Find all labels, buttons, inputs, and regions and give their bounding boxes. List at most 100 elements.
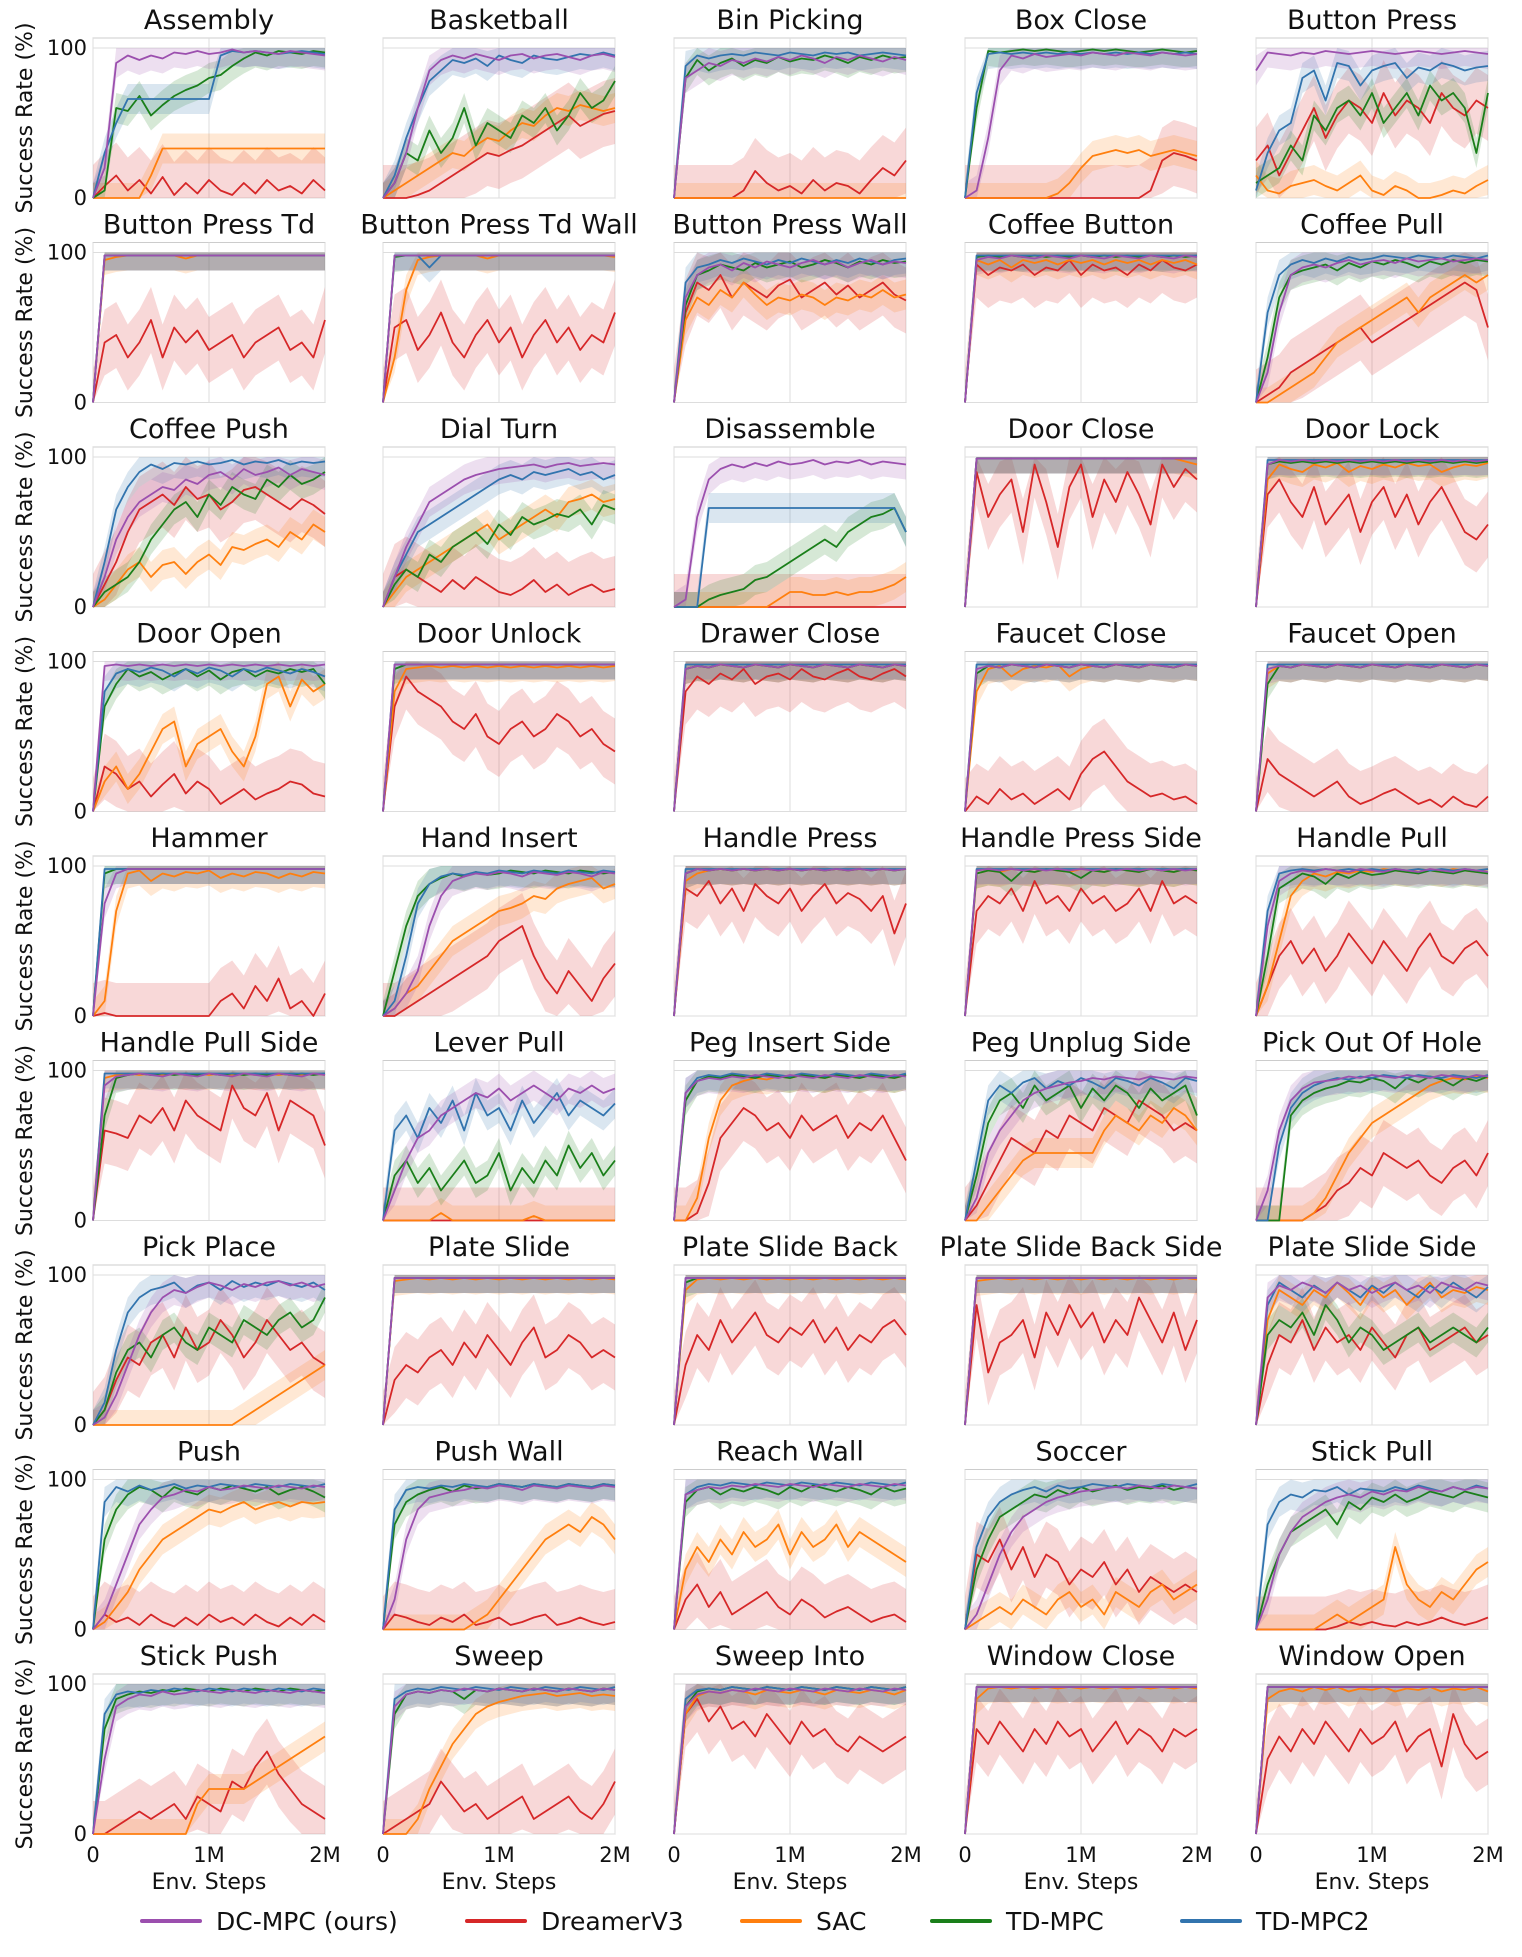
subplot-plate-slide-side: Plate Slide Side [1255,1232,1489,1426]
subplot-handle-pull-side: Handle Pull Side 0 100 Success Rate (%) [13,1028,326,1236]
confidence-band-dreamerv3 [93,945,325,1016]
series-line-td-mpc2 [1255,868,1489,1017]
subplot-sweep: Sweep 0 1M 2M Env. Steps [376,1641,630,1895]
subplot-title: Faucet Close [996,619,1167,650]
legend-label: TD-MPC2 [1256,1906,1370,1936]
y-tick-label: 100 [47,241,87,265]
series-line-dreamerv3 [92,1084,326,1221]
confidence-band-sac [1256,661,1488,812]
subplot-dial-turn: Dial Turn [382,414,616,608]
confidence-band-td-mpc [965,48,1197,198]
subplot-title: Faucet Open [1287,619,1456,650]
subplot-title: Assembly [144,5,274,36]
confidence-band-dc-mpc-ours- [93,1479,325,1630]
x-tick-label: 0 [958,1843,971,1867]
subplot-title: Door Unlock [417,619,582,650]
x-axis-label: Env. Steps [152,1870,267,1895]
series-line-td-mpc2 [382,51,616,199]
confidence-band-dreamerv3 [1256,1684,1488,1834]
series-line-sac [673,281,907,403]
confidence-band-td-mpc [1256,1070,1488,1221]
subplot-title: Handle Pull [1296,823,1448,854]
confidence-band-sac [965,1569,1197,1630]
confidence-band-dc-mpc-ours- [965,661,1197,812]
series-line-dreamerv3 [1255,281,1489,404]
confidence-band-td-mpc2 [383,1078,615,1221]
confidence-band-td-mpc2 [1256,252,1488,403]
y-tick-label: 0 [74,1413,87,1437]
x-tick-label: 0 [86,1843,99,1867]
series-line-dreamerv3 [92,977,326,1017]
confidence-band-td-mpc2 [674,493,906,607]
y-tick-label: 100 [47,1263,87,1287]
series-line-td-mpc2 [964,1483,1198,1630]
series-line-td-mpc [673,259,907,403]
confidence-band-dc-mpc-ours- [93,252,325,403]
series-line-dc-mpc-ours- [382,1084,616,1221]
subplot-title: Disassemble [704,414,875,445]
confidence-band-dreamerv3 [965,120,1197,198]
confidence-band-dc-mpc-ours- [383,1479,615,1630]
confidence-band-dreamerv3 [674,574,906,607]
series-line-sac [382,877,616,1017]
series-line-td-mpc2 [673,51,907,199]
confidence-band-dreamerv3 [383,536,615,607]
series-line-dc-mpc-ours- [964,868,1198,1017]
confidence-band-dc-mpc-ours- [674,1275,906,1425]
series-line-dreamerv3 [383,110,616,199]
series-line-sac [964,1583,1198,1631]
confidence-band-dreamerv3 [93,733,325,812]
confidence-band-dreamerv3 [93,142,325,198]
confidence-band-sac [965,1275,1197,1425]
series-line-dreamerv3 [92,765,326,812]
series-line-dreamerv3 [673,1311,907,1426]
confidence-band-dreamerv3 [383,661,615,812]
series-line-td-mpc [92,471,326,608]
series-line-dreamerv3 [382,1613,616,1631]
confidence-band-sac [93,866,325,1016]
confidence-band-td-mpc2 [93,252,325,403]
y-tick-label: 100 [47,36,87,60]
series-line-td-mpc [1255,1490,1489,1630]
confidence-band-td-mpc [965,866,1197,1016]
confidence-band-sac [383,1502,615,1630]
confidence-band-td-mpc2 [383,866,615,1016]
series-line-dc-mpc-ours- [964,254,1198,403]
series-line-dreamerv3 [93,1750,326,1835]
confidence-band-td-mpc [93,661,325,812]
confidence-band-td-mpc [965,457,1197,607]
confidence-band-td-mpc2 [674,1070,906,1221]
confidence-band-td-mpc2 [93,661,325,812]
confidence-band-dc-mpc-ours- [383,1684,615,1834]
confidence-band-td-mpc2 [93,1275,325,1425]
confidence-band-dreamerv3 [674,1551,906,1630]
x-tick-label: 2M [890,1843,921,1867]
subplot-box-close: Box Close [964,5,1198,199]
series-line-dc-mpc-ours- [1255,459,1489,608]
confidence-band-dreamerv3 [674,661,906,812]
series-line-dc-mpc-ours- [92,868,325,1017]
series-line-dreamerv3 [674,1107,907,1222]
series-line-dreamerv3 [1255,1713,1489,1835]
series-line-dc-mpc-ours- [964,1484,1198,1631]
subplot-title: Coffee Button [988,210,1174,241]
confidence-band-sac [965,1684,1197,1834]
subplot-door-unlock: Door Unlock [382,619,616,812]
confidence-band-dreamerv3 [674,1075,906,1221]
subplot-coffee-pull: Coffee Pull [1255,210,1489,404]
confidence-band-sac [1256,1684,1488,1834]
series-line-td-mpc2 [382,1092,616,1221]
y-axis-label: Success Rate (%) [13,1658,38,1849]
series-line-dc-mpc-ours- [673,663,907,812]
series-line-dc-mpc-ours- [964,1686,1197,1835]
confidence-band-td-mpc [674,1275,906,1425]
subplot-title: Soccer [1035,1437,1127,1468]
subplot-title: Handle Press Side [960,823,1202,854]
confidence-band-td-mpc [383,66,615,198]
subplot-title: Plate Slide [428,1232,570,1263]
y-tick-label: 0 [74,391,87,415]
confidence-band-dc-mpc-ours- [965,1275,1197,1425]
series-line-dc-mpc-ours- [673,259,907,403]
confidence-band-dc-mpc-ours- [1256,661,1488,812]
confidence-band-td-mpc2 [674,1479,906,1630]
